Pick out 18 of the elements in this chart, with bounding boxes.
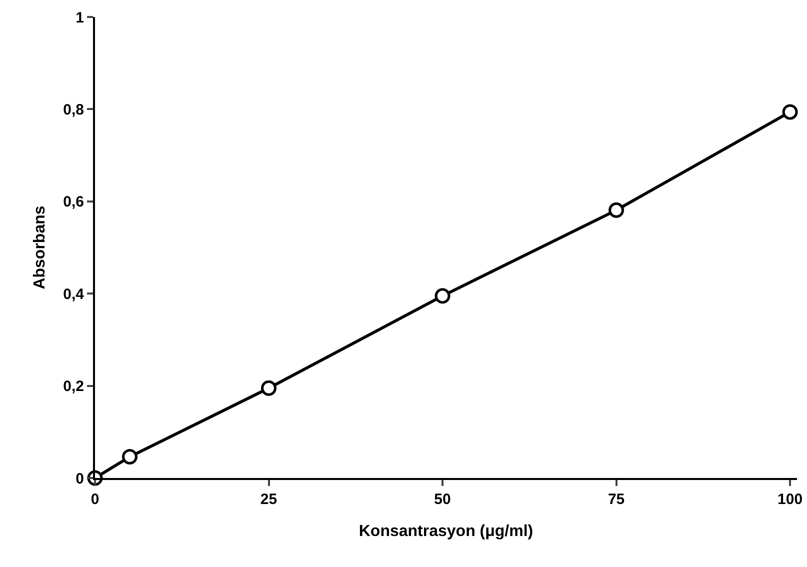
point <box>608 202 624 218</box>
x-tick-label: 50 <box>434 491 451 508</box>
x-tick-label: 100 <box>778 491 803 508</box>
x-tick-label: 0 <box>90 491 100 508</box>
x-axis-title: Konsantrasyon (μg/ml) <box>358 523 534 540</box>
y-tick-label: 0,6 <box>63 194 84 211</box>
x-tick-label: 75 <box>608 491 625 508</box>
point <box>122 449 138 465</box>
y-tick-label: 0,8 <box>63 101 84 118</box>
point <box>782 104 798 120</box>
point <box>261 380 277 396</box>
y-tick-label: 1 <box>76 9 84 26</box>
x-tick-label: 25 <box>260 491 278 508</box>
point <box>434 288 450 304</box>
y-tick-label: 0,2 <box>63 378 84 396</box>
y-tick-label: 0 <box>76 470 84 488</box>
y-tick-label: 0,4 <box>63 286 85 303</box>
y-axis-title: Absorbans <box>32 206 49 290</box>
